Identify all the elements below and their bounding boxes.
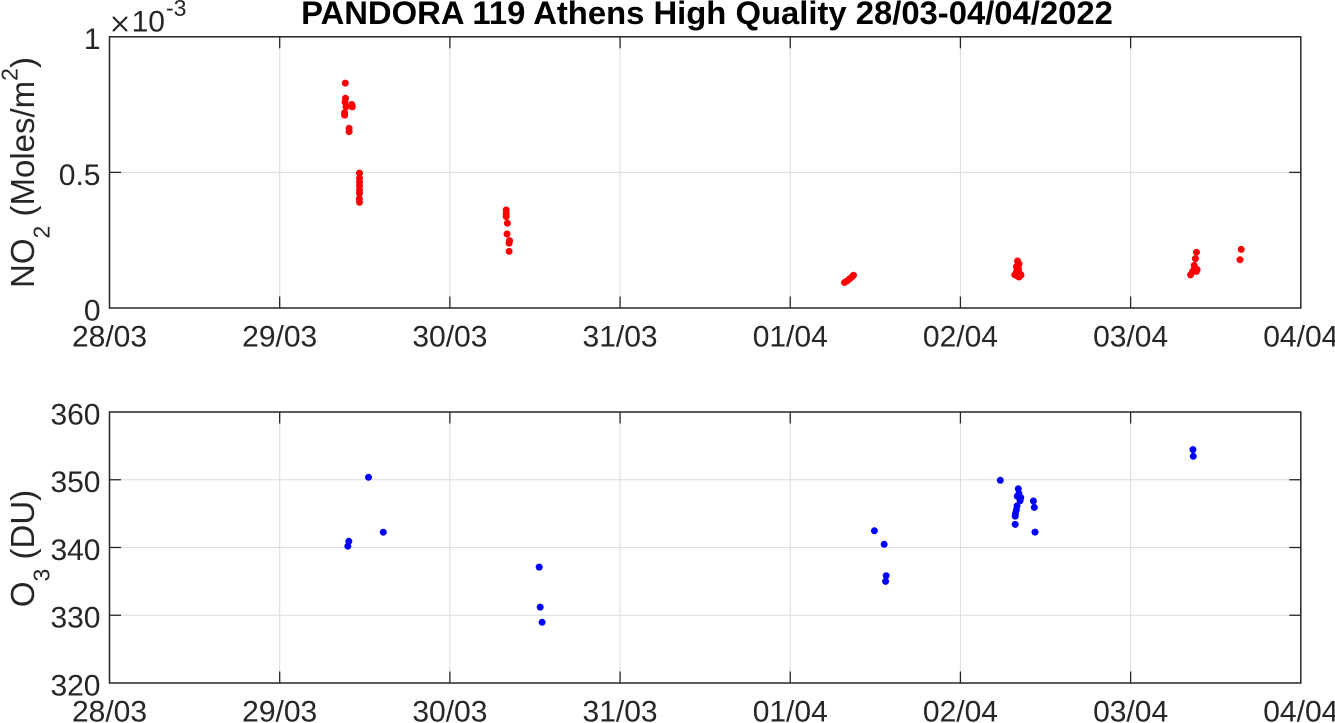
svg-text:31/03: 31/03 [583,321,658,354]
svg-text:0.5: 0.5 [59,159,101,192]
svg-text:0: 0 [84,294,101,327]
svg-text:30/03: 30/03 [412,321,487,354]
svg-text:340: 340 [50,534,100,567]
svg-text:01/04: 01/04 [753,321,828,354]
svg-text:02/04: 02/04 [923,321,998,354]
svg-text:03/04: 03/04 [1093,321,1168,354]
svg-text:30/03: 30/03 [412,696,487,723]
svg-text:29/03: 29/03 [242,321,317,354]
svg-text:-3: -3 [166,0,186,21]
svg-text:02/04: 02/04 [923,696,998,723]
svg-text:28/03: 28/03 [72,321,147,354]
svg-text:04/04: 04/04 [1263,321,1335,354]
svg-text:03/04: 03/04 [1093,696,1168,723]
svg-text:28/03: 28/03 [72,696,147,723]
svg-text:10: 10 [132,6,165,39]
svg-text:360: 360 [50,398,100,431]
svg-text:29/03: 29/03 [242,696,317,723]
svg-text:O3 (DU): O3 (DU) [4,490,55,607]
svg-text:1: 1 [84,23,101,56]
svg-text:320: 320 [50,669,100,702]
svg-text:350: 350 [50,466,100,499]
svg-text:330: 330 [50,602,100,635]
svg-text:04/04: 04/04 [1263,696,1335,723]
svg-text:01/04: 01/04 [753,696,828,723]
svg-text:31/03: 31/03 [583,696,658,723]
svg-text:PANDORA 119 Athens High Qualit: PANDORA 119 Athens High Quality 28/03-04… [301,0,1113,31]
